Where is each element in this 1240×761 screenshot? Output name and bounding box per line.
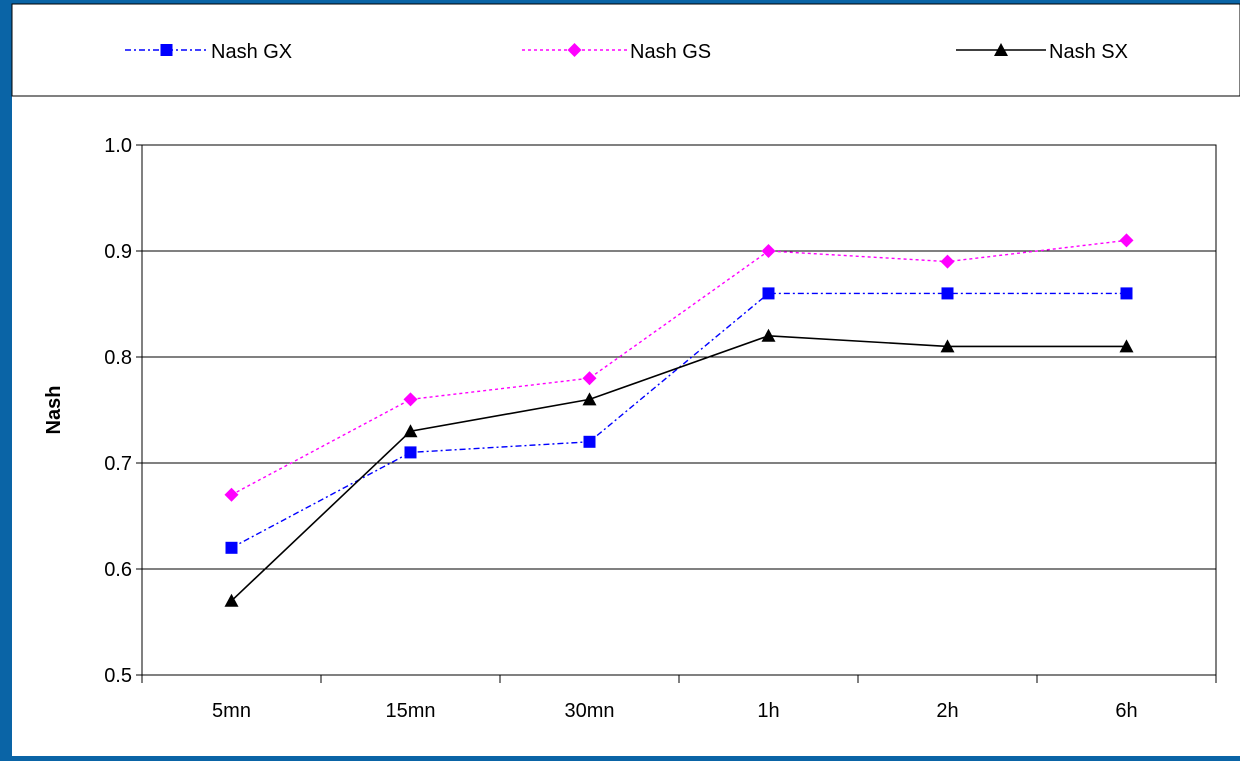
x-tick-label-3: 1h: [757, 700, 779, 722]
y-tick-label-5: 1.0: [104, 135, 132, 157]
series-line-2: [230, 334, 1127, 602]
series-2-point-2: [582, 392, 597, 406]
series-1-point-0: [224, 487, 239, 502]
y-tick-label-1: 0.6: [104, 559, 132, 581]
series-0-point-5: [1120, 287, 1133, 300]
series-0-point-4: [941, 287, 954, 300]
series-line-0: [231, 292, 1127, 549]
x-tick-label-5: 6h: [1115, 700, 1137, 722]
series-0-point-2: [583, 435, 596, 448]
series-1-point-1: [403, 392, 418, 407]
y-tick-label-0: 0.5: [104, 665, 132, 687]
x-tick-label-4: 2h: [936, 700, 958, 722]
x-tick-label-1: 15mn: [385, 700, 435, 722]
series-0-point-0: [225, 541, 238, 554]
series-line-1: [231, 239, 1127, 496]
legend-label-2: Nash SX: [1049, 41, 1128, 63]
legend-marker-0: [160, 44, 173, 56]
legend-entry-0: Nash GX: [125, 41, 292, 63]
x-tick-label-0: 5mn: [212, 700, 251, 722]
series-2-point-1: [403, 424, 418, 438]
series-1-point-3: [761, 244, 776, 258]
legend-marker-2: [994, 43, 1008, 56]
plot-area: 0.5 0.6 0.7 0.8 0.9 1.0 5mn 15mn 30mn 1h 2h 6h: [104, 135, 1217, 722]
series-1-point-4: [940, 254, 955, 269]
series-0-point-1: [404, 446, 417, 459]
legend-entry-1: Nash GS: [522, 41, 711, 63]
series-1-point-2: [582, 371, 597, 386]
chart-panel: [12, 4, 1240, 756]
legend-label-0: Nash GX: [211, 41, 292, 63]
series-2-point-3: [761, 328, 776, 342]
series-2-point-5: [1119, 339, 1134, 353]
legend-marker-1: [567, 43, 582, 57]
legend-entry-2: Nash SX: [956, 41, 1128, 63]
y-tick-label-2: 0.7: [104, 453, 132, 475]
series-2-point-4: [940, 339, 955, 353]
y-tick-label-4: 0.9: [104, 241, 132, 263]
legend-label-1: Nash GS: [630, 41, 711, 63]
series-1-point-5: [1119, 233, 1134, 248]
legend: Nash GX Nash GS Nash SX: [11, 3, 1240, 97]
series-0-point-3: [762, 287, 775, 300]
x-tick-label-2: 30mn: [564, 700, 614, 722]
y-tick-label-3: 0.8: [104, 347, 132, 369]
y-axis-title: Nash: [43, 386, 65, 435]
series-2-point-0: [224, 593, 239, 607]
